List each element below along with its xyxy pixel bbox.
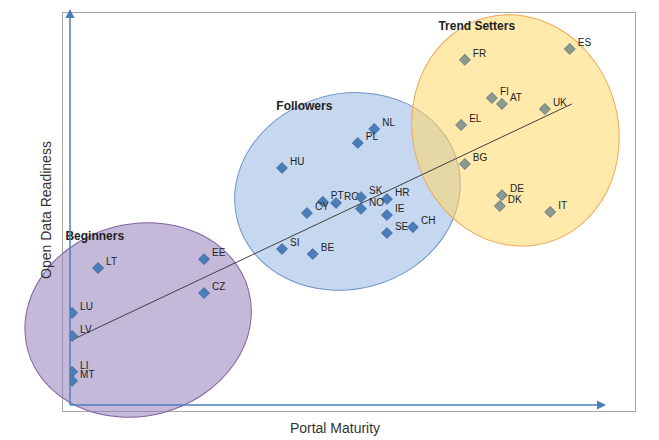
svg-text:LV: LV	[80, 324, 92, 335]
svg-text:HR: HR	[395, 187, 409, 198]
svg-text:BG: BG	[473, 152, 488, 163]
svg-text:Portal Maturity: Portal Maturity	[290, 420, 380, 436]
svg-text:LI: LI	[80, 359, 89, 371]
svg-text:IT: IT	[558, 200, 567, 211]
svg-text:PL: PL	[366, 131, 379, 142]
svg-text:SI: SI	[290, 237, 299, 248]
svg-text:EE: EE	[212, 247, 226, 258]
svg-text:UK: UK	[553, 97, 567, 108]
svg-text:CZ: CZ	[212, 281, 225, 292]
html-text:PT RO: PT RO	[330, 189, 360, 202]
svg-text:NL: NL	[382, 117, 395, 128]
svg-text:Trend Setters: Trend Setters	[438, 19, 515, 33]
svg-text:MT: MT	[80, 369, 94, 380]
svg-text:Beginners: Beginners	[65, 229, 124, 243]
svg-text:SE: SE	[395, 221, 409, 232]
svg-text:CY: CY	[315, 201, 329, 212]
svg-text:AT: AT	[510, 92, 522, 103]
svg-text:CH: CH	[421, 215, 435, 226]
svg-text:HU: HU	[290, 156, 304, 167]
svg-text:DK: DK	[508, 194, 522, 205]
svg-text:SK: SK	[369, 185, 383, 196]
svg-text:Followers: Followers	[276, 99, 332, 113]
svg-text:DE: DE	[510, 183, 524, 194]
svg-text:NO: NO	[369, 197, 384, 208]
svg-text:LT: LT	[106, 256, 117, 267]
svg-text:ES: ES	[578, 37, 592, 48]
svg-text:BE: BE	[321, 242, 335, 253]
svg-text:IE: IE	[395, 203, 405, 214]
svg-text:FI: FI	[500, 86, 509, 97]
svg-text:LU: LU	[80, 301, 93, 312]
svg-text:EL: EL	[469, 113, 482, 124]
svg-text:Open Data Readiness: Open Data Readiness	[38, 141, 54, 279]
svg-text:FR: FR	[473, 48, 486, 59]
